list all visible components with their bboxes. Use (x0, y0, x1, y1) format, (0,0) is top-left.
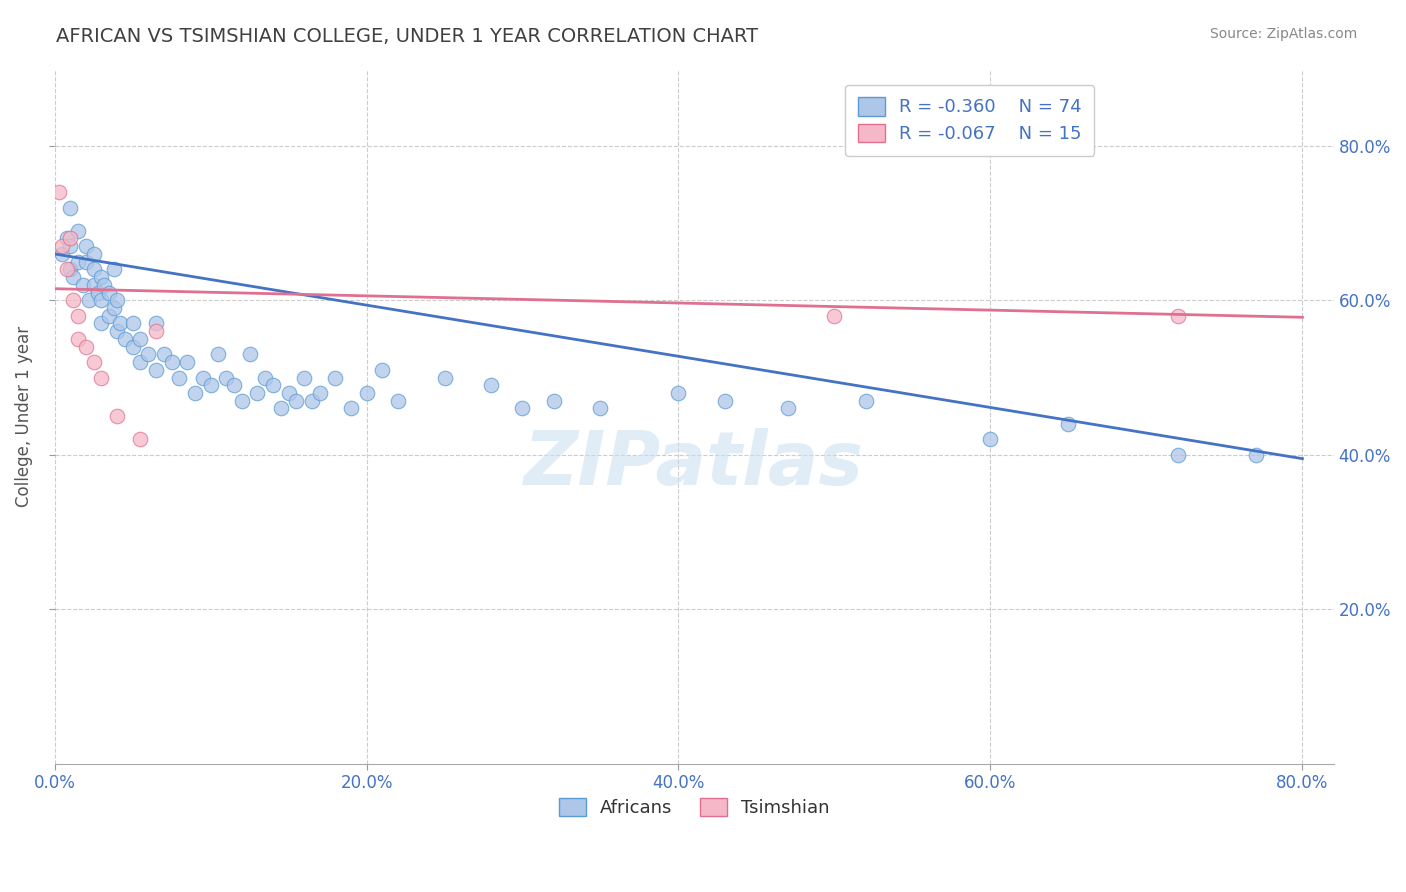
Point (433, 370, 456, 384)
Point (90, 370, 112, 384)
Point (56, 231, 79, 245)
Point (105, 293, 128, 308)
Point (301, 393, 323, 408)
Point (62, 293, 84, 308)
Point (1167, 448, 1189, 462)
Point (479, 378, 502, 392)
Point (51, 239, 73, 253)
Point (824, 309, 846, 323)
Point (543, 393, 565, 408)
Point (215, 370, 238, 384)
Point (145, 317, 167, 331)
Point (75, 239, 97, 253)
Point (668, 386, 690, 401)
Point (231, 393, 253, 408)
Point (98, 285, 121, 300)
Point (129, 433, 152, 447)
Point (340, 401, 363, 416)
Point (83, 277, 105, 292)
Point (145, 363, 167, 377)
Point (371, 363, 394, 377)
Point (238, 347, 260, 361)
Point (66, 254, 89, 268)
Point (285, 393, 308, 408)
Text: AFRICAN VS TSIMSHIAN COLLEGE, UNDER 1 YEAR CORRELATION CHART: AFRICAN VS TSIMSHIAN COLLEGE, UNDER 1 YE… (56, 27, 758, 45)
Point (90, 317, 112, 331)
Point (222, 378, 245, 392)
Point (59, 239, 82, 253)
Text: Source: ZipAtlas.com: Source: ZipAtlas.com (1209, 27, 1357, 41)
Point (75, 254, 97, 268)
Point (136, 347, 159, 361)
Point (1057, 417, 1080, 431)
Point (145, 324, 167, 338)
Point (152, 347, 174, 361)
Point (176, 355, 198, 369)
Point (979, 433, 1001, 447)
Point (83, 262, 105, 277)
Point (1244, 448, 1267, 462)
Point (129, 355, 152, 369)
Point (83, 247, 105, 261)
Point (323, 370, 346, 384)
Point (191, 370, 214, 384)
Point (308, 386, 330, 401)
Point (589, 401, 612, 416)
Point (512, 401, 534, 416)
Point (56, 262, 79, 277)
Point (66, 309, 89, 323)
Point (200, 378, 222, 392)
Point (776, 401, 799, 416)
Point (66, 224, 89, 238)
Point (83, 355, 105, 369)
Point (87, 285, 110, 300)
Point (59, 231, 82, 245)
Point (90, 270, 112, 285)
Text: ZIPatlas: ZIPatlas (524, 428, 865, 501)
Point (254, 370, 277, 384)
Point (121, 340, 143, 354)
Point (356, 386, 378, 401)
Point (270, 401, 292, 416)
Point (262, 378, 284, 392)
Point (59, 201, 82, 215)
Point (277, 386, 299, 401)
Point (292, 370, 315, 384)
Point (77, 293, 100, 308)
Point (855, 393, 877, 408)
Point (103, 301, 125, 315)
Legend: Africans, Tsimshian: Africans, Tsimshian (551, 790, 837, 824)
Point (93, 277, 115, 292)
Y-axis label: College, Under 1 year: College, Under 1 year (15, 326, 32, 507)
Point (160, 355, 183, 369)
Point (105, 409, 128, 424)
Point (246, 386, 269, 401)
Point (169, 370, 191, 384)
Point (90, 293, 112, 308)
Point (714, 393, 737, 408)
Point (1167, 309, 1189, 323)
Point (121, 317, 143, 331)
Point (62, 270, 84, 285)
Point (75, 340, 97, 354)
Point (48, 185, 70, 199)
Point (129, 332, 152, 346)
Point (105, 324, 128, 338)
Point (108, 317, 131, 331)
Point (66, 332, 89, 346)
Point (103, 262, 125, 277)
Point (184, 386, 207, 401)
Point (207, 347, 229, 361)
Point (51, 247, 73, 261)
Point (59, 262, 82, 277)
Point (98, 309, 121, 323)
Point (387, 393, 409, 408)
Point (72, 277, 94, 292)
Point (114, 332, 136, 346)
